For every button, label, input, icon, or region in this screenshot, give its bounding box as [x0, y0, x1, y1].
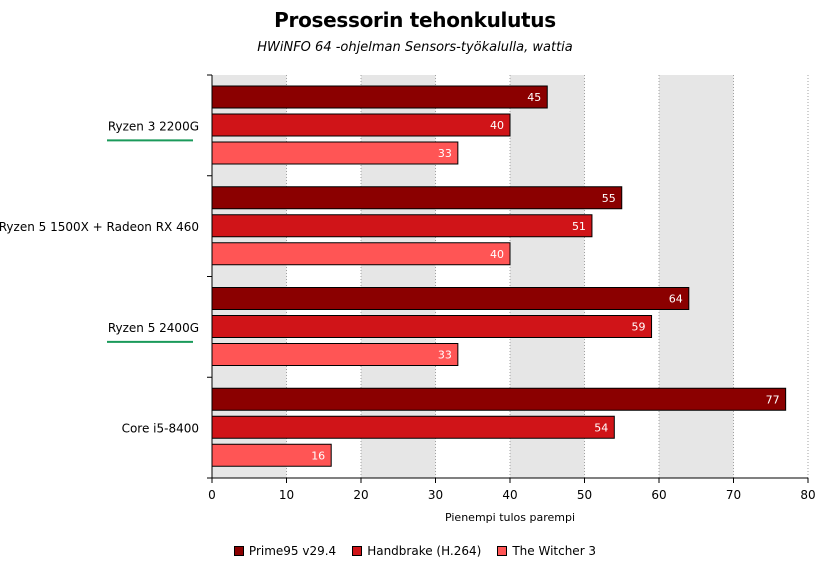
- bar-value-label: 45: [527, 91, 541, 104]
- bar: [211, 315, 653, 338]
- bar: [211, 85, 548, 109]
- bar-value-label: 64: [669, 293, 683, 306]
- bar-value-label: 51: [572, 220, 586, 233]
- x-tick-label: 40: [502, 488, 517, 502]
- chart-legend: Prime95 v29.4 Handbrake (H.264) The Witc…: [0, 544, 830, 558]
- legend-item-witcher3: The Witcher 3: [497, 544, 596, 558]
- x-tick-label: 50: [577, 488, 592, 502]
- bar: [211, 443, 332, 467]
- legend-swatch-witcher3: [497, 546, 508, 556]
- bar: [211, 415, 615, 439]
- category-label: Ryzen 5 2400G: [108, 321, 199, 335]
- bar-value-label: 59: [632, 321, 646, 334]
- chart-title: Prosessorin tehonkulutus: [274, 8, 556, 32]
- bar-value-label: 40: [490, 248, 504, 261]
- category-label: Core i5-8400: [122, 422, 199, 436]
- plot-band: [659, 75, 734, 478]
- bar-value-label: 33: [438, 349, 452, 362]
- x-tick-label: 60: [651, 488, 666, 502]
- bar-value-label: 40: [490, 119, 504, 132]
- bar: [211, 343, 459, 366]
- x-tick-label: 20: [353, 488, 368, 502]
- category-label: Ryzen 3 2200G: [108, 119, 199, 133]
- x-axis-title: Pienempi tulos parempi: [445, 511, 575, 524]
- bar-value-label: 16: [311, 449, 325, 462]
- bar-value-label: 33: [438, 147, 452, 160]
- legend-item-handbrake: Handbrake (H.264): [352, 544, 481, 558]
- bar-value-label: 54: [594, 421, 608, 434]
- bar: [211, 242, 511, 266]
- legend-swatch-handbrake: [352, 546, 363, 556]
- bar: [211, 387, 787, 411]
- bar: [211, 287, 690, 310]
- x-tick-label: 70: [726, 488, 741, 502]
- x-tick-label: 10: [279, 488, 294, 502]
- bar: [211, 141, 459, 165]
- plot-band: [510, 75, 585, 478]
- chart-subtitle: HWiNFO 64 -ohjelman Sensors-työkalulla, …: [257, 40, 573, 55]
- legend-item-prime95: Prime95 v29.4: [233, 544, 337, 558]
- bar: [211, 186, 623, 210]
- bar: [211, 214, 593, 238]
- legend-label-witcher3: The Witcher 3: [512, 544, 597, 558]
- legend-swatch-prime95: [233, 546, 244, 556]
- legend-label-handbrake: Handbrake (H.264): [367, 544, 482, 558]
- bar: [211, 113, 511, 137]
- bar-value-label: 77: [766, 393, 780, 406]
- x-tick-label: 80: [800, 488, 815, 502]
- bar-value-label: 55: [602, 192, 616, 205]
- category-label: Ryzen 5 1500X + Radeon RX 460: [0, 220, 199, 234]
- legend-label-prime95: Prime95 v29.4: [248, 544, 337, 558]
- x-tick-label: 30: [428, 488, 443, 502]
- x-tick-label: 0: [208, 488, 216, 502]
